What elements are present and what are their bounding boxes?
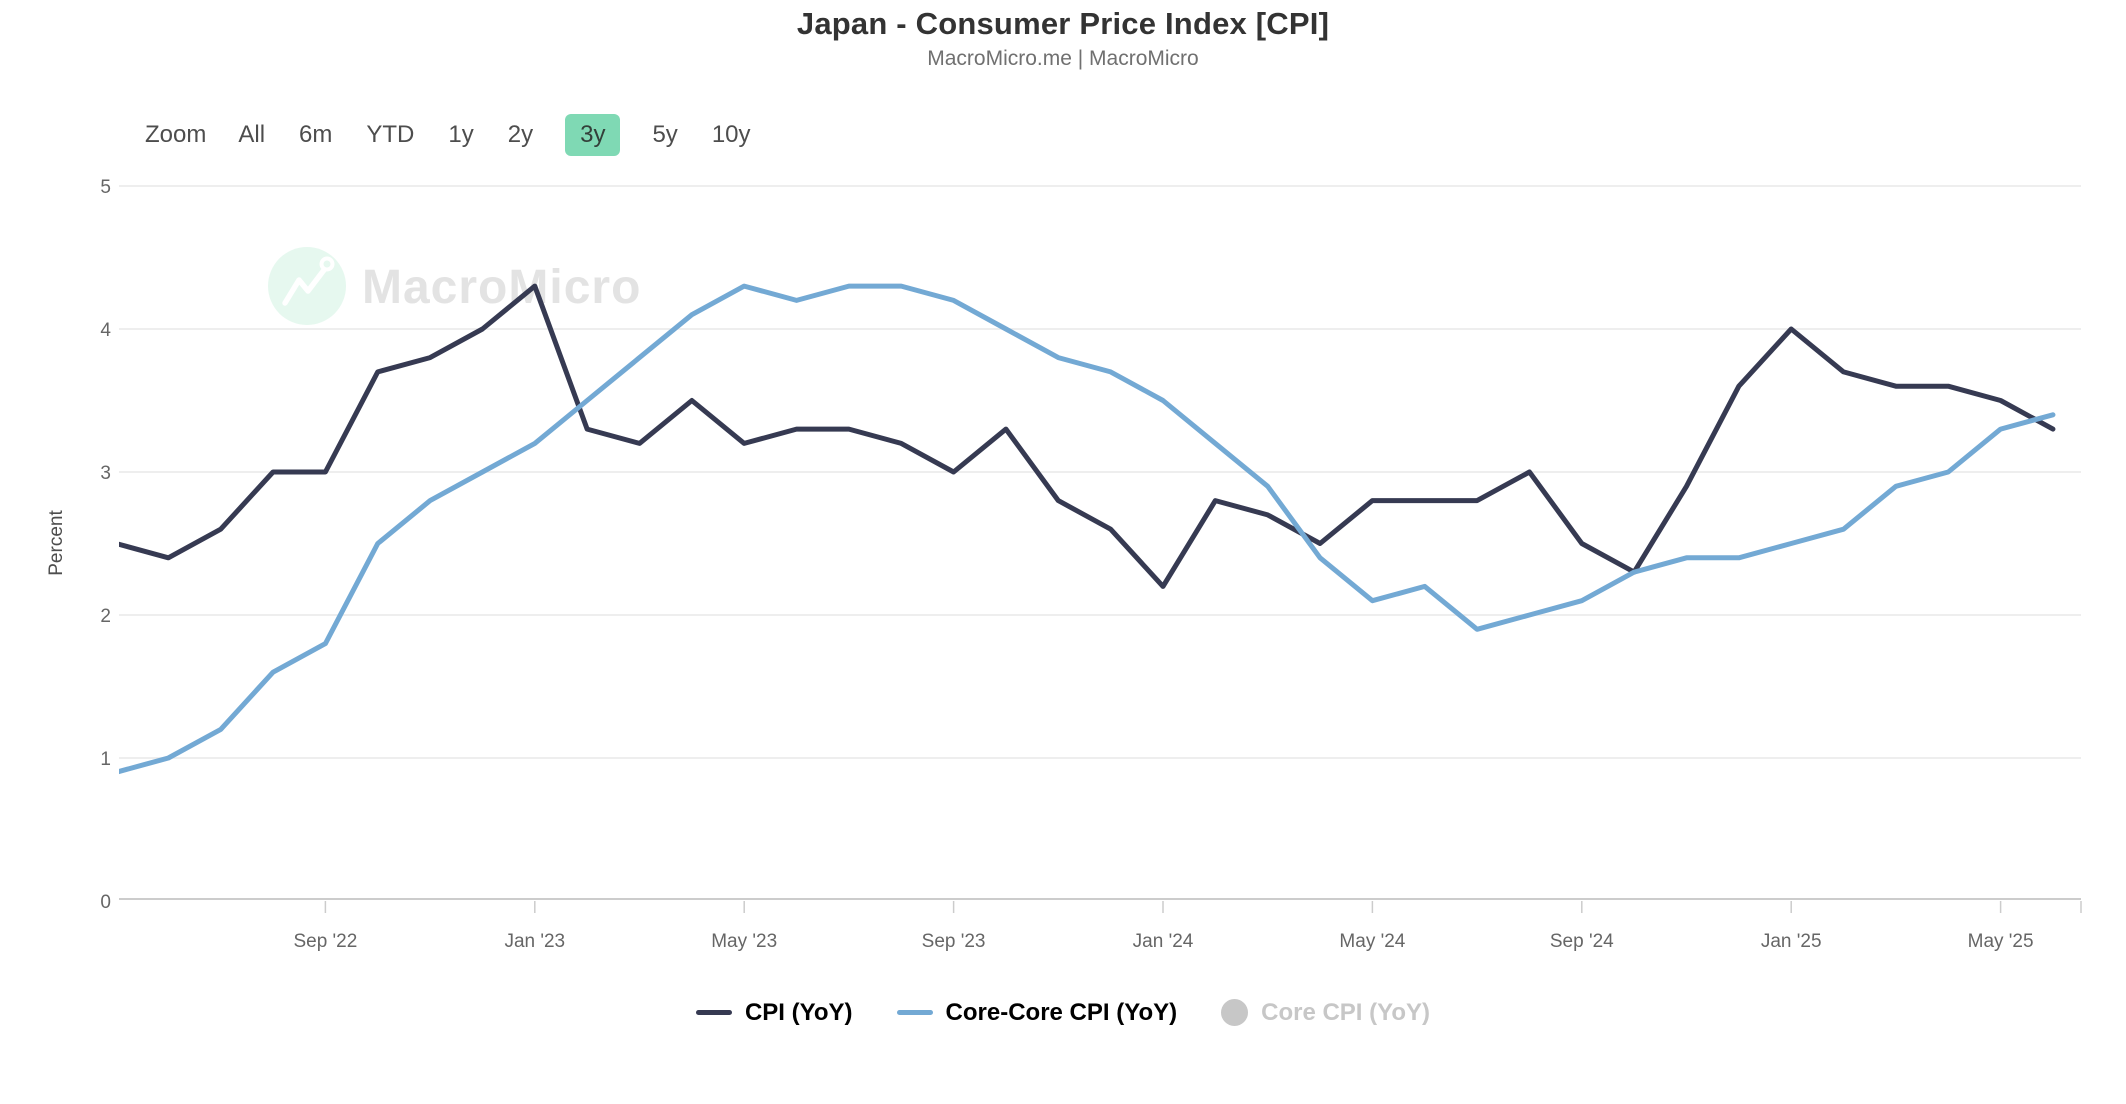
series-line-cpi-yoy <box>119 283 2056 589</box>
series-lines <box>119 283 2056 775</box>
x-axis-labels: Sep '22 Jan '23 May '23 Sep '23 Jan '24 May '… <box>293 931 2033 952</box>
chart-title: Japan - Consumer Price Index [CPI] <box>796 6 1330 41</box>
legend-line-marker <box>896 1010 933 1015</box>
range-button-6m[interactable]: 6m <box>297 116 334 154</box>
range-button-2y[interactable]: 2y <box>506 116 535 154</box>
x-tick-label: Sep '24 <box>1550 931 1614 952</box>
y-tick-label: 3 <box>100 463 111 484</box>
range-button-10y[interactable]: 10y <box>710 116 753 154</box>
y-tick-label: 4 <box>100 320 111 341</box>
x-tick-label: Jan '23 <box>504 931 565 952</box>
range-button-all[interactable]: All <box>236 116 267 154</box>
legend-label: Core-Core CPI (YoY) <box>945 998 1178 1026</box>
range-button-3y[interactable]: 3y <box>565 114 621 156</box>
watermark-text: MacroMicro <box>362 261 641 314</box>
legend-item-core-core-cpi-yoy[interactable]: Core-Core CPI (YoY) <box>896 998 1178 1026</box>
legend-item-core-cpi-yoy[interactable]: Core CPI (YoY) <box>1221 999 1430 1026</box>
range-button-1y[interactable]: 1y <box>446 116 475 154</box>
series-line-core-core-cpi-yoy <box>119 283 2056 775</box>
range-buttons: All 6m YTD 1y 2y 3y 5y 10y <box>236 114 752 156</box>
gridlines <box>119 185 2081 759</box>
x-tick-label: Jan '24 <box>1133 931 1194 952</box>
x-tick-label: Sep '22 <box>293 931 357 952</box>
y-tick-label: 0 <box>100 892 111 913</box>
range-button-ytd[interactable]: YTD <box>364 116 416 154</box>
x-tick-label: Sep '23 <box>922 931 986 952</box>
y-tick-label: 1 <box>100 749 111 770</box>
y-axis-labels: 0 1 2 3 4 5 <box>100 177 111 913</box>
legend-circle-marker <box>1221 999 1249 1026</box>
legend-label: CPI (YoY) <box>744 998 853 1026</box>
watermark: MacroMicro <box>268 247 641 325</box>
legend-label: Core CPI (YoY) <box>1261 998 1431 1026</box>
x-tick-label: May '25 <box>1968 931 2034 952</box>
watermark-dot-icon <box>319 256 335 272</box>
range-button-5y[interactable]: 5y <box>650 116 679 154</box>
watermark-mountain-icon <box>282 267 327 306</box>
x-tick-label: May '24 <box>1339 931 1405 952</box>
x-tick-label: May '23 <box>711 931 777 952</box>
range-selector: Zoom All 6m YTD 1y 2y 3y 5y 10y <box>145 114 753 156</box>
legend-line-marker <box>695 1010 732 1015</box>
x-tick-label: Jan '25 <box>1761 931 1822 952</box>
y-tick-label: 2 <box>100 606 111 627</box>
legend: CPI (YoY) Core-Core CPI (YoY) Core CPI (Yo… <box>0 999 2126 1026</box>
legend-item-cpi-yoy[interactable]: CPI (YoY) <box>695 998 853 1026</box>
y-tick-label: 5 <box>100 177 111 198</box>
chart-subtitle: MacroMicro.me | MacroMicro <box>927 47 1199 70</box>
zoom-label: Zoom <box>145 121 207 148</box>
x-axis <box>119 898 2082 913</box>
